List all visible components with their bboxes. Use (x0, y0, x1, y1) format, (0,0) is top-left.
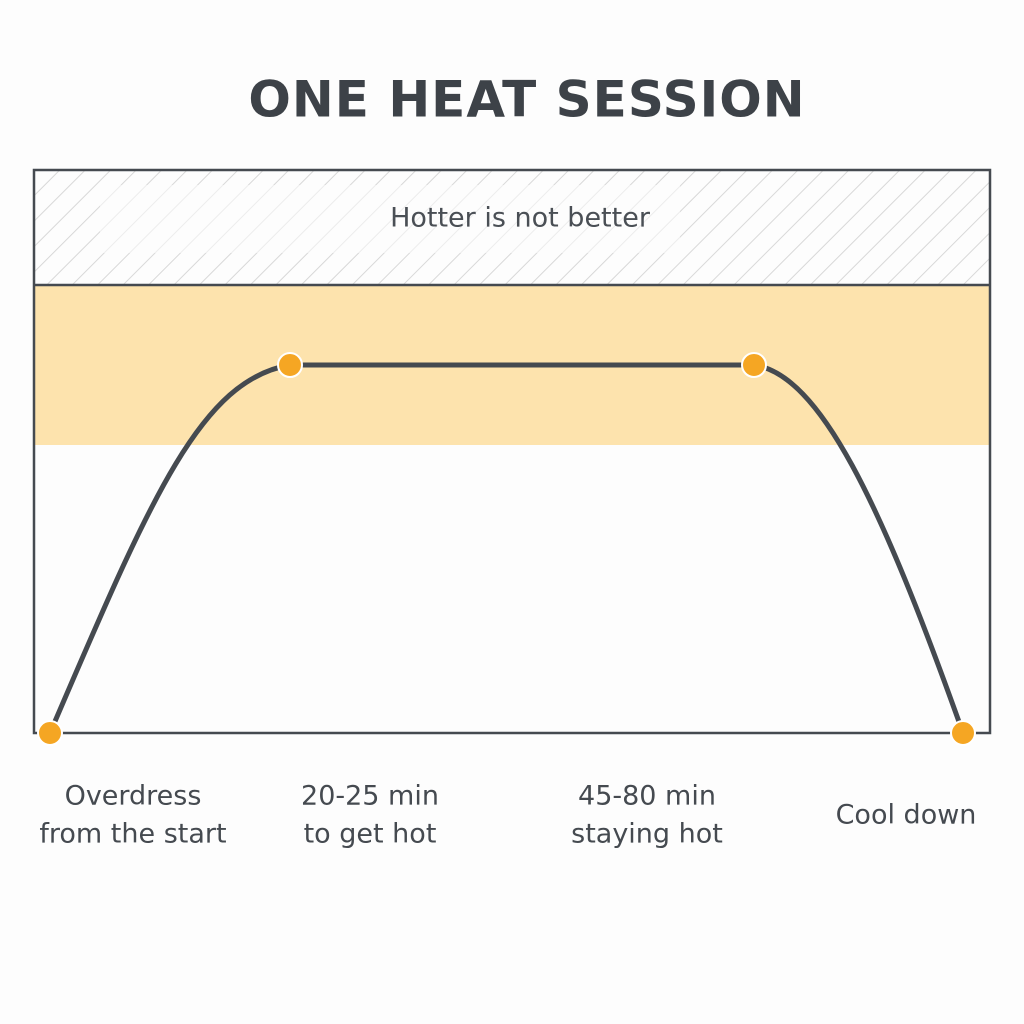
stage-label: 45-80 min (578, 781, 716, 812)
stage-label: to get hot (304, 819, 437, 850)
title: ONE HEAT SESSION (248, 71, 805, 129)
stage-label: Overdress (65, 781, 202, 812)
stage-label: staying hot (571, 819, 723, 850)
point (37, 720, 63, 746)
stage-label: 20-25 min (301, 781, 439, 812)
point (950, 720, 976, 746)
point (741, 352, 767, 378)
zone-label: Hotter is not better (390, 203, 651, 234)
frame (32, 168, 992, 735)
label-backdrop (100, 185, 680, 253)
points (37, 352, 976, 746)
heat-curve (47, 362, 966, 736)
point (277, 352, 303, 378)
stage-label: Cool down (836, 800, 977, 831)
stage-labels: Overdress from the start 20-25 min to get h… (39, 781, 976, 850)
stage-label: from the start (39, 819, 226, 850)
